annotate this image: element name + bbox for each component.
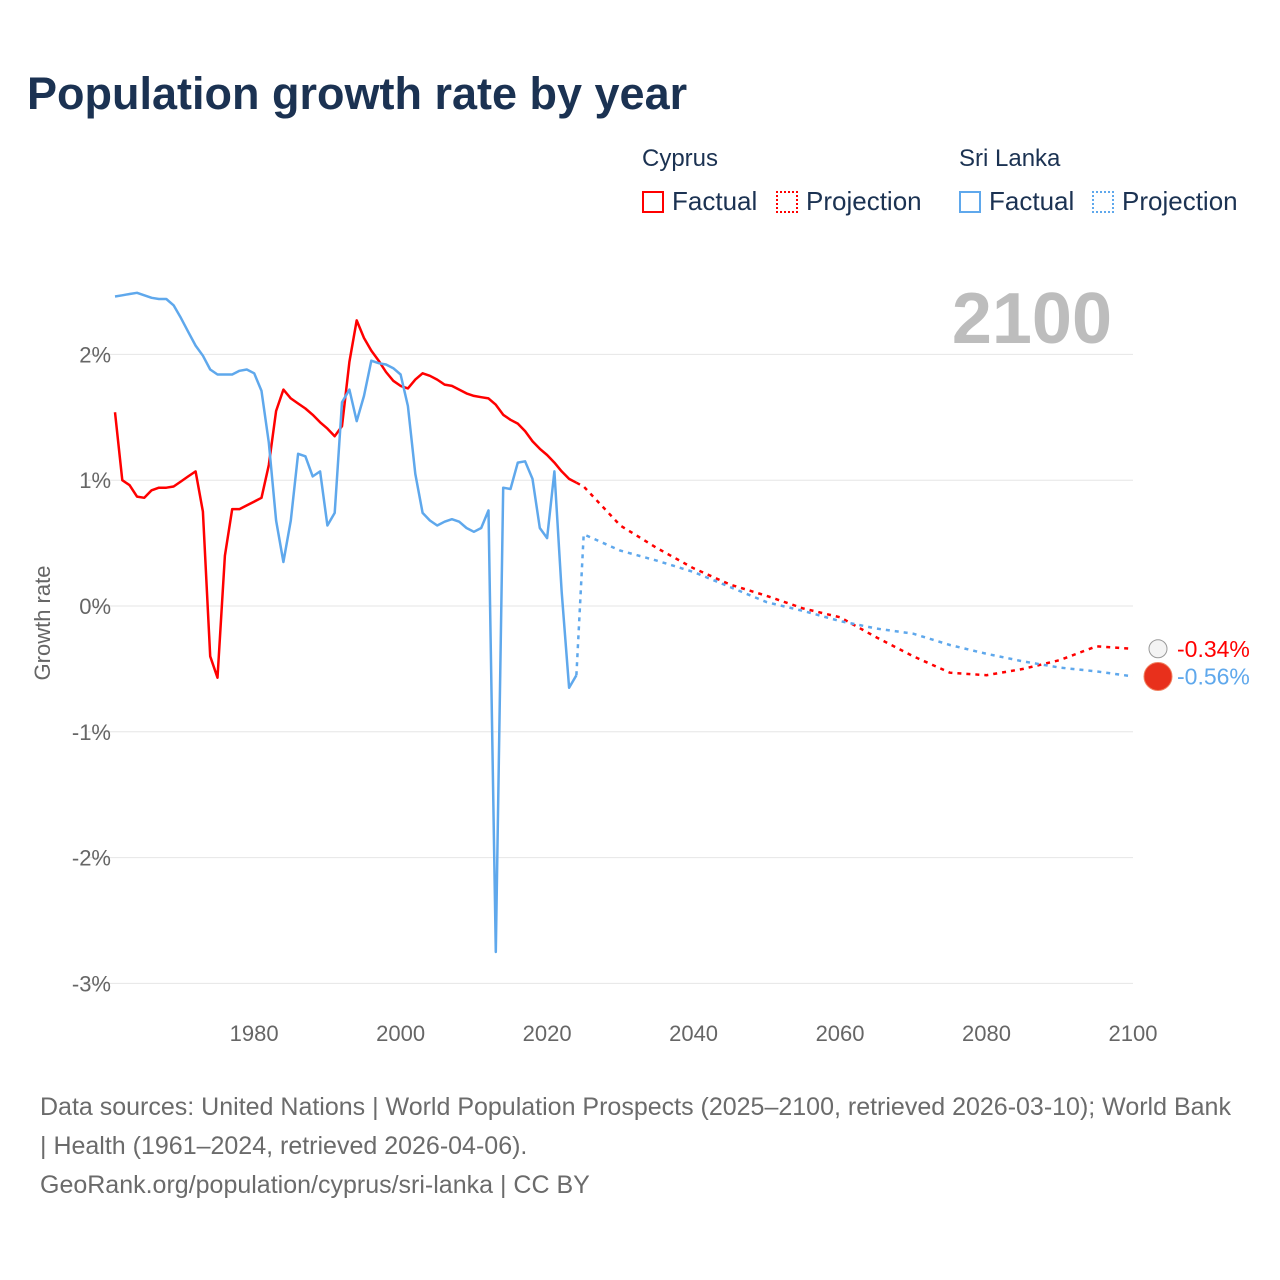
legend-title-cyprus: Cyprus — [642, 145, 719, 172]
legend-label: Projection — [1122, 186, 1238, 216]
legend-swatch-solid — [642, 190, 664, 213]
legend-label: Factual — [989, 186, 1075, 216]
x-tick-label: 2040 — [669, 1021, 718, 1046]
chart-title: Population growth rate by year — [27, 68, 688, 119]
y-tick-label: 0% — [79, 594, 111, 619]
sri-lanka-flag-icon — [1143, 661, 1173, 691]
sri-lanka-factual-line — [114, 291, 578, 954]
y-tick-label: -3% — [72, 971, 111, 996]
y-tick-label: -2% — [72, 846, 111, 871]
y-tick-label: -1% — [72, 720, 111, 745]
footer: Data sources: United Nations | World Pop… — [40, 1088, 1240, 1205]
data-sources: Data sources: United Nations | World Pop… — [40, 1093, 1231, 1160]
sri-lanka-projection-line — [575, 532, 1134, 678]
sri-lanka-end-value-label: -0.56% — [1177, 663, 1250, 689]
y-tick-label: 2% — [79, 342, 111, 367]
legend-label: Projection — [806, 186, 922, 216]
x-tick-label: 2020 — [523, 1021, 572, 1046]
cyprus-projection-line — [575, 481, 1134, 677]
x-tick-label: 2060 — [816, 1021, 865, 1046]
legend-swatch-solid — [959, 190, 981, 213]
legend-sri-lanka-projection[interactable]: Projection — [1092, 186, 1238, 217]
cyprus-end-value-label: -0.34% — [1177, 636, 1250, 662]
cyprus-factual-line — [113, 319, 577, 679]
legend-swatch-dotted — [1092, 190, 1114, 213]
x-tick-label: 2000 — [376, 1021, 425, 1046]
x-tick-label: 2080 — [962, 1021, 1011, 1046]
legend-swatch-dotted — [776, 190, 798, 213]
y-tick-label: 1% — [79, 468, 111, 493]
legend-label: Factual — [672, 186, 758, 216]
legend-cyprus-factual[interactable]: Factual — [642, 186, 757, 217]
cyprus-flag-icon — [1148, 639, 1168, 659]
year-label: 2100 — [952, 279, 1112, 359]
x-tick-label: 2100 — [1109, 1021, 1158, 1046]
legend-sri-lanka-factual[interactable]: Factual — [959, 186, 1074, 217]
y-axis-label: Growth rate — [30, 566, 55, 681]
legend-cyprus-projection[interactable]: Projection — [776, 186, 922, 217]
legend-title-sri-lanka: Sri Lanka — [959, 145, 1061, 172]
x-tick-label: 1980 — [230, 1021, 279, 1046]
source-link[interactable]: GeoRank.org/population/cyprus/sri-lanka … — [40, 1171, 590, 1199]
